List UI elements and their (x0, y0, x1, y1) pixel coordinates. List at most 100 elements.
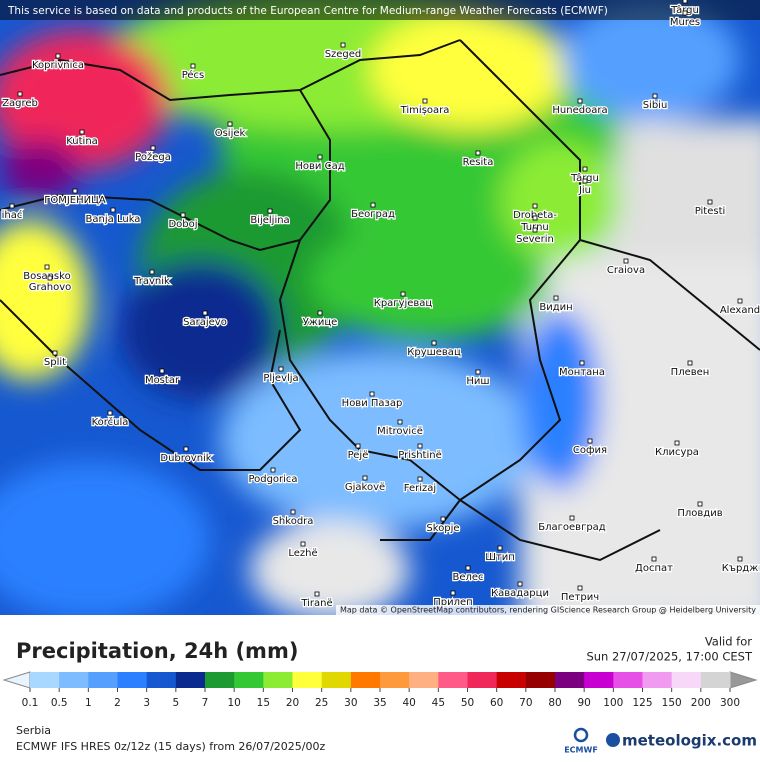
city-marker (579, 360, 585, 366)
city-marker (737, 298, 743, 304)
city-label: Banja Luka (86, 214, 141, 225)
city-marker (475, 369, 481, 375)
legend-swatch (438, 672, 468, 688)
city-marker (553, 295, 559, 301)
city-marker (340, 42, 346, 48)
legend-tick-label: 60 (490, 697, 503, 709)
city-marker (623, 258, 629, 264)
city-label: Korčula (92, 416, 129, 428)
city-label: Пловдив (677, 508, 722, 519)
city-marker (270, 467, 276, 473)
city-marker (72, 188, 78, 194)
legend-swatch (467, 672, 498, 688)
city-marker (369, 391, 375, 397)
legend-tick-label: 1 (85, 697, 92, 709)
city-marker (278, 366, 284, 372)
legend-swatch (409, 672, 439, 688)
city-label: Požega (135, 151, 171, 163)
legend-tick-label: 35 (373, 697, 386, 709)
city-label: Видин (539, 302, 572, 313)
city-marker (180, 212, 186, 218)
city-marker (687, 360, 693, 366)
legend-tick-label: 15 (257, 697, 270, 709)
city-marker (532, 215, 538, 221)
city-label: Dubrovnik (160, 453, 211, 464)
city-label: Кавадарци (491, 588, 549, 599)
city-label: Turnu (520, 222, 549, 233)
city-label: Târgu (570, 172, 599, 184)
city-label: Pécs (182, 69, 205, 81)
city-marker (107, 410, 113, 416)
city-label: Велес (452, 572, 483, 583)
ecmwf-logo: ECMWF (564, 746, 598, 755)
city-label: Split (44, 357, 66, 368)
ecmwf-icon (573, 727, 589, 743)
city-label: Монтана (559, 367, 605, 378)
city-marker (417, 476, 423, 482)
legend-tick-label: 45 (432, 697, 445, 709)
city-label: Shkodra (273, 516, 314, 527)
legend-swatch (234, 672, 264, 688)
notice: This service is based on data and produc… (7, 5, 608, 17)
city-marker (267, 208, 273, 214)
city-label: Нови Пазар (342, 398, 403, 409)
legend-tick-label: 100 (603, 697, 623, 709)
city-marker (17, 91, 23, 97)
city-label: Alexand (720, 305, 760, 316)
city-label: Tiranë (300, 598, 332, 609)
city-marker (149, 269, 155, 275)
city-marker (697, 501, 703, 507)
city-label: Timișoara (400, 105, 450, 116)
legend-swatch (117, 672, 148, 688)
legend-tick-label: 90 (577, 697, 590, 709)
brand-icon (606, 733, 620, 747)
city-label: ГОМЈЕНИЦА (44, 195, 106, 206)
map: This service is based on data and produc… (0, 0, 760, 615)
city-marker (317, 154, 323, 160)
city-label: Bosansko (23, 271, 70, 282)
legend-tick-label: 10 (227, 697, 240, 709)
city-label: Resita (463, 157, 494, 168)
city-marker (202, 310, 208, 316)
legend-swatch (584, 672, 614, 688)
city-marker (355, 443, 361, 449)
legend-swatch (671, 672, 702, 688)
city-marker (582, 166, 588, 172)
city-label: Кърдж (722, 563, 758, 574)
city-marker (110, 207, 116, 213)
city-marker (532, 227, 538, 233)
city-marker (317, 310, 323, 316)
city-marker (475, 150, 481, 156)
title: Precipitation, 24h (mm) (16, 639, 298, 663)
valid-time: Sun 27/07/2025, 17:00 CEST (586, 650, 753, 664)
city-label: Pljevlja (263, 373, 298, 384)
city-label: Doboj (168, 219, 197, 230)
legend-swatch (59, 672, 89, 688)
city-marker (737, 556, 743, 562)
legend-swatch (555, 672, 585, 688)
city-marker (79, 129, 85, 135)
city-label: Lezhë (288, 548, 317, 559)
city-label: Pejë (348, 450, 369, 461)
legend-tick-label: 0.1 (22, 697, 39, 709)
city-marker (532, 203, 538, 209)
city-label: Благоевград (538, 522, 606, 533)
city-marker (300, 541, 306, 547)
legend-swatch (146, 672, 177, 688)
legend-swatch (30, 672, 60, 688)
city-label: Нови Сад (295, 161, 344, 172)
legend-tick-label: 30 (344, 697, 357, 709)
city-label: Severin (516, 234, 554, 245)
legend-low-arrow (2, 671, 31, 689)
city-marker (150, 145, 156, 151)
city-label: ihać (2, 209, 23, 221)
city-marker (400, 291, 406, 297)
city-marker (159, 368, 165, 374)
city-label: Koprivnica (32, 60, 84, 71)
city-label: Drobeta- (513, 210, 557, 221)
legend-tick-label: 5 (172, 697, 179, 709)
city-label: Ferizaj (404, 483, 436, 494)
legend-swatch (175, 672, 206, 688)
legend-tick-label: 70 (519, 697, 532, 709)
